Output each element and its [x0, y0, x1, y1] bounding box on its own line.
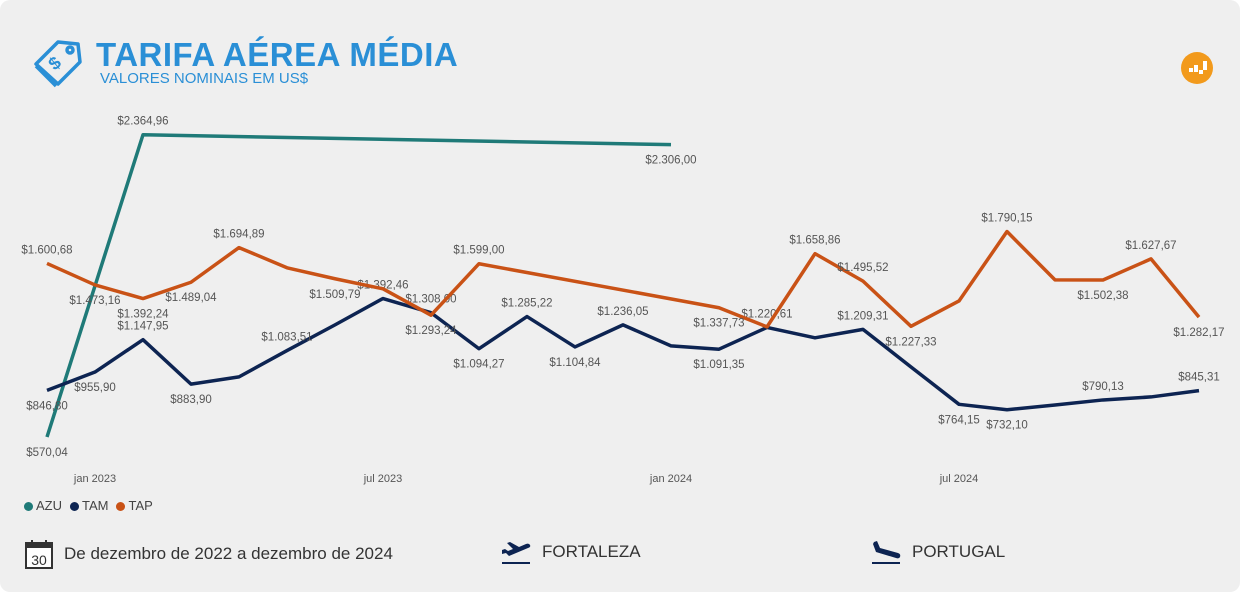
- data-label: $1.658,86: [789, 235, 840, 247]
- data-label: $1.337,73: [693, 318, 744, 330]
- series-line-tap: [46, 229, 1201, 329]
- data-label: $1.392,46: [357, 280, 408, 292]
- data-label: $1.282,17: [1173, 327, 1224, 339]
- data-label: $2.306,00: [645, 155, 696, 167]
- legend-marker: [116, 502, 126, 512]
- legend-item-azu[interactable]: AZU: [24, 498, 62, 513]
- data-label: $1.094,27: [453, 359, 504, 371]
- analytics-icon[interactable]: [1181, 52, 1213, 84]
- plane-landing-icon: [872, 541, 901, 564]
- plane-takeoff-icon: [502, 542, 531, 564]
- x-tick-label: jan 2024: [649, 473, 692, 485]
- data-label: $1.489,04: [165, 292, 217, 304]
- data-label: $1.600,68: [21, 244, 72, 256]
- data-label: $570,04: [26, 447, 68, 459]
- data-label: $790,13: [1082, 381, 1124, 393]
- data-label: $732,10: [986, 420, 1028, 432]
- data-label: $764,15: [938, 414, 980, 426]
- data-label: $1.227,33: [885, 336, 936, 348]
- data-label: $1.209,31: [837, 310, 888, 322]
- data-label: $1.627,67: [1125, 240, 1176, 252]
- period-text: De dezembro de 2022 a dezembro de 2024: [64, 544, 393, 563]
- legend-item-tap[interactable]: TAP: [116, 498, 153, 513]
- data-label: $1.694,89: [213, 229, 264, 241]
- legend-label: AZU: [36, 498, 62, 513]
- data-label: $1.473,16: [69, 295, 120, 307]
- data-label: $1.293,24: [405, 325, 457, 337]
- line-chart: jan 2023 jul 2023 jan 2024 jul 2024 $570,04 $…: [21, 116, 1224, 485]
- data-label: $845,31: [1178, 372, 1220, 384]
- x-tick-label: jul 2024: [939, 473, 979, 485]
- period-filter[interactable]: 30 De dezembro de 2022 a dezembro de 202…: [24, 538, 393, 570]
- svg-text:30: 30: [31, 552, 47, 568]
- chart-legend: AZU TAM TAP: [24, 498, 153, 513]
- data-label: $1.392,24: [117, 309, 169, 321]
- legend-marker: [24, 502, 33, 512]
- page-title: TARIFA AÉREA MÉDIA: [96, 36, 459, 73]
- legend-item-tam[interactable]: TAM: [70, 498, 108, 513]
- data-label: $1.147,95: [117, 321, 168, 333]
- legend-label: TAP: [128, 498, 153, 513]
- data-label: $1.220,61: [741, 308, 792, 320]
- destination-text: PORTUGAL: [912, 542, 1006, 561]
- data-label: $2.364,96: [117, 116, 168, 128]
- data-label: $846,80: [26, 400, 68, 412]
- data-label: $1.509,79: [309, 289, 360, 301]
- data-label: $955,90: [74, 382, 116, 394]
- origin-text: FORTALEZA: [542, 542, 641, 561]
- data-label: $1.236,05: [597, 306, 648, 318]
- data-label: $1.285,22: [501, 298, 552, 310]
- data-label: $1.091,35: [693, 359, 744, 371]
- data-label: $883,90: [170, 394, 212, 406]
- data-label: $1.790,15: [981, 213, 1032, 225]
- legend-marker: [70, 502, 79, 512]
- legend-label: TAM: [82, 498, 109, 513]
- series-line-tam: [46, 296, 1200, 412]
- data-label: $1.104,84: [549, 357, 601, 369]
- page-subtitle: VALORES NOMINAIS EM US$: [100, 70, 309, 87]
- calendar-icon: 30: [25, 540, 53, 569]
- data-label: $1.495,52: [837, 262, 888, 274]
- x-tick-label: jul 2023: [363, 473, 403, 485]
- price-tag-icon: $: [34, 40, 82, 88]
- series-line-azu: [45, 132, 672, 438]
- x-tick-label: jan 2023: [73, 473, 116, 485]
- data-label: $1.599,00: [453, 245, 504, 257]
- data-label: $1.083,51: [261, 332, 312, 344]
- data-label: $1.502,38: [1077, 290, 1128, 302]
- origin-filter[interactable]: FORTALEZA: [500, 538, 641, 566]
- destination-filter[interactable]: PORTUGAL: [870, 538, 1005, 566]
